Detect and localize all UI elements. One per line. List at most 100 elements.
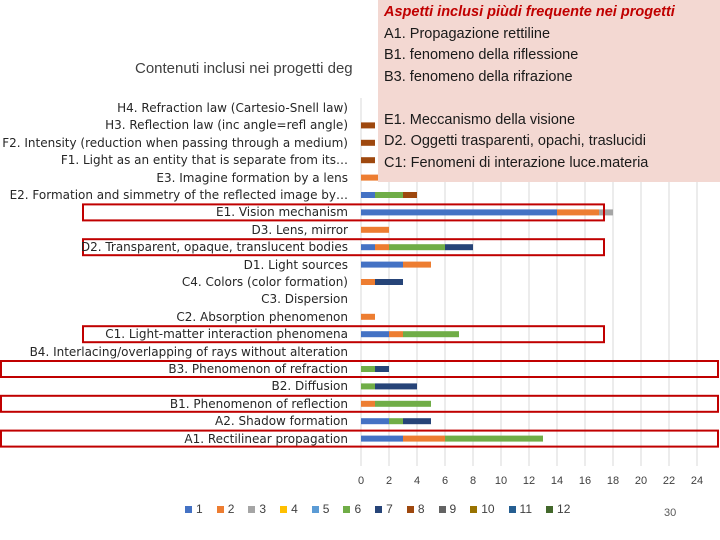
category-label: C3. Dispersion — [261, 292, 348, 307]
legend-item: 12 — [546, 502, 570, 516]
x-tick-label: 6 — [442, 475, 448, 487]
category-label: B4. Interlacing/overlapping of rays with… — [29, 344, 348, 359]
highlight-box — [82, 203, 605, 222]
x-tick-label: 8 — [470, 475, 476, 487]
bar-segment — [361, 192, 375, 198]
highlight-box — [0, 429, 719, 448]
bar-segment — [403, 435, 445, 442]
legend-label: 12 — [557, 502, 571, 516]
bar-segment — [361, 226, 389, 233]
bar-segment — [445, 244, 473, 251]
bar-segment — [599, 209, 613, 216]
legend-label: 2 — [227, 502, 235, 516]
legend: 1 2 3 4 5 6 7 8 9 10 11 12 — [185, 502, 570, 516]
x-tick-label: 16 — [579, 475, 591, 487]
bar-segment — [361, 435, 403, 442]
note-line: E1. Meccanismo della visione — [384, 111, 576, 128]
legend-label: 8 — [417, 502, 425, 516]
legend-swatch — [546, 505, 554, 513]
category-label: D2. Transparent, opaque, translucent bod… — [80, 240, 348, 255]
legend-swatch — [438, 505, 446, 513]
category-label: F1. Light as an entity that is separate … — [60, 153, 348, 168]
bar-segment — [375, 383, 417, 390]
bar-segment — [361, 313, 375, 320]
category-label: B3. Phenomenon of refraction — [168, 362, 348, 376]
x-tick-label: 0 — [358, 475, 364, 487]
x-tick-label: 14 — [551, 475, 563, 487]
bar-segment — [375, 244, 389, 251]
legend-swatch — [280, 505, 288, 513]
legend-label: 5 — [322, 502, 330, 516]
x-tick-label: 18 — [607, 475, 619, 487]
legend-swatch — [470, 505, 478, 513]
bar-segment — [403, 192, 417, 198]
legend-item: 8 — [406, 502, 425, 516]
note-heading: Aspetti inclusi piùdi frequente nei prog… — [384, 4, 675, 20]
bar-segment — [361, 174, 389, 181]
highlight-box — [0, 360, 719, 378]
legend-item: 4 — [280, 502, 298, 516]
legend-swatch — [406, 505, 414, 513]
legend-label: 10 — [481, 502, 495, 516]
category-label: H3. Reflection law (inc angle=refl angle… — [105, 118, 348, 133]
category-label: F2. Intensity (reduction when passing th… — [2, 135, 348, 150]
x-tick-label: 22 — [663, 475, 675, 487]
bar-segment — [445, 435, 543, 442]
bar-segment — [403, 261, 431, 268]
bar-segment — [361, 261, 403, 268]
bar-segment — [375, 366, 389, 372]
bar-segment — [361, 400, 375, 407]
legend-item: 3 — [248, 502, 266, 516]
bar-segment — [361, 122, 375, 129]
page-number: 30 — [664, 507, 677, 519]
category-label: E3. Imagine formation by a lens — [156, 170, 348, 185]
legend-item: 5 — [311, 502, 330, 516]
category-label: D3. Lens, mirror — [251, 222, 348, 237]
category-label: E1. Vision mechanism — [216, 205, 348, 220]
legend-swatch — [508, 505, 516, 513]
bar-segment — [389, 418, 403, 425]
bar-segment — [389, 244, 445, 251]
legend-swatch — [375, 505, 383, 513]
bar-segment — [361, 244, 375, 251]
legend-item: 6 — [343, 502, 361, 516]
legend-swatch — [216, 505, 224, 513]
note-line: B1. fenomeno della riflessione — [384, 47, 579, 63]
x-tick-label: 12 — [523, 475, 535, 487]
bar-segment — [361, 279, 375, 285]
x-tick-label: 20 — [635, 475, 647, 487]
legend-item: 7 — [375, 502, 393, 516]
bar-segment — [389, 331, 403, 338]
category-label: B1. Phenomenon of reflection — [169, 396, 348, 411]
category-label: C1. Light-matter interaction phenomena — [105, 327, 348, 342]
legend-swatch — [343, 505, 351, 513]
chart-title: Contenuti inclusi nei progetti deg — [135, 60, 353, 77]
note-line: C1: Fenomeni di interazione luce.materia — [384, 154, 649, 171]
highlight-box — [82, 238, 605, 257]
bar-segment — [375, 400, 431, 407]
legend-label: 11 — [519, 502, 533, 516]
legend-item: 2 — [216, 502, 235, 516]
note-line: D2. Oggetti trasparenti, opachi, trasluc… — [384, 133, 646, 149]
legend-label: 9 — [449, 502, 457, 516]
bar-segment — [361, 418, 389, 425]
legend-swatch — [185, 505, 192, 513]
bar-segment — [361, 209, 557, 216]
bar-segment — [403, 331, 459, 338]
bar-segment — [557, 209, 599, 216]
highlight-box — [82, 325, 605, 344]
legend-label: 4 — [291, 502, 298, 516]
x-tick-label: 24 — [691, 475, 703, 487]
category-label: H4. Refraction law (Cartesio-Snell law) — [117, 101, 348, 115]
category-label: A1. Rectilinear propagation — [184, 431, 348, 446]
bar-segment — [361, 366, 375, 372]
bar-segment — [361, 383, 375, 390]
category-label: D1. Light sources — [243, 257, 348, 272]
note-line: A1. Propagazione rettiline — [384, 25, 551, 42]
x-tick-label: 2 — [386, 475, 392, 487]
x-tick-label: 4 — [414, 475, 420, 487]
bar-segment — [361, 157, 375, 164]
legend-label: 6 — [354, 502, 362, 516]
category-label: C2. Absorption phenomenon — [176, 309, 348, 324]
category-label: B2. Diffusion — [271, 379, 348, 394]
